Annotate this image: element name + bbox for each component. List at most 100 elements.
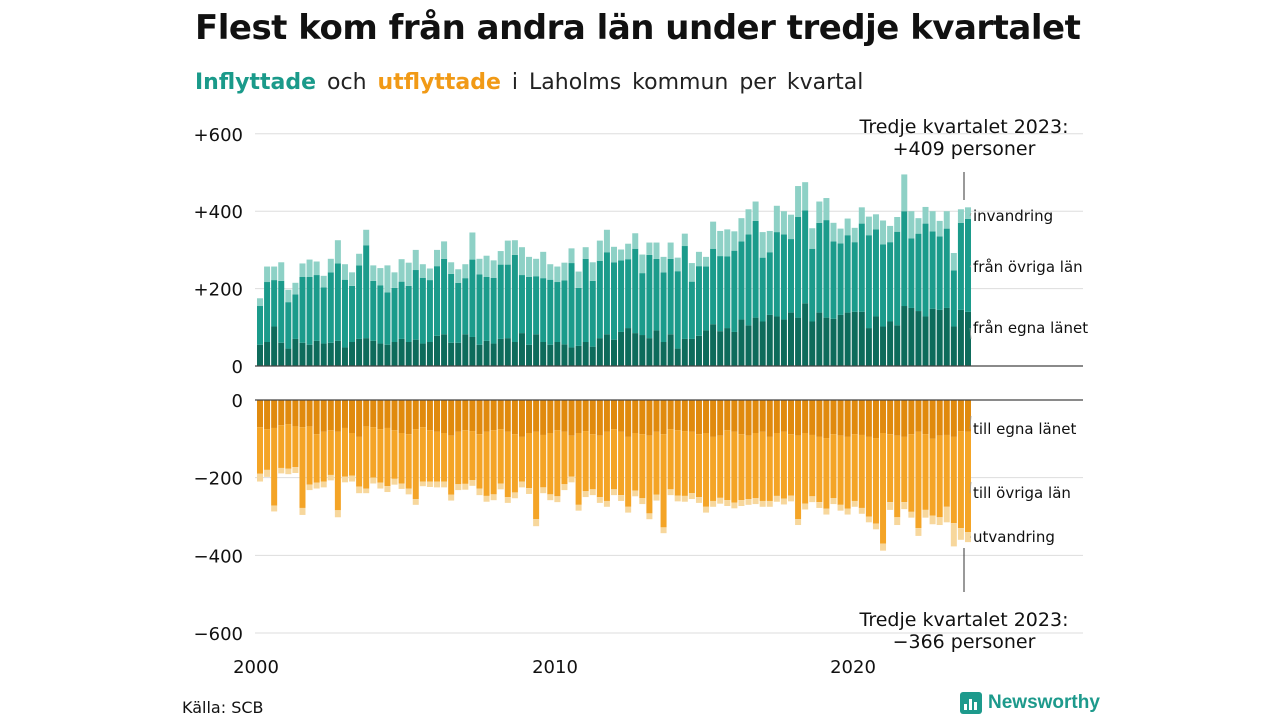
bar-från-övriga-län <box>717 256 724 332</box>
bar-till-övriga-län <box>412 429 419 500</box>
newsworthy-logo: Newsworthy <box>960 692 1100 714</box>
bar-till-övriga-län <box>865 436 872 517</box>
bar-invandring <box>497 251 504 265</box>
bar-från-egna-länet <box>349 342 356 366</box>
bar-från-övriga-län <box>752 220 759 318</box>
bar-från-övriga-län <box>533 276 540 335</box>
bar-utvandring <box>596 497 603 503</box>
bar-till-egna-länet <box>957 400 964 432</box>
bar-invandring <box>412 249 419 271</box>
bar-invandring <box>816 201 823 223</box>
bar-utvandring <box>646 513 653 520</box>
bar-till-övriga-län <box>554 430 561 497</box>
bar-från-övriga-län <box>780 234 787 320</box>
bar-invandring <box>490 260 497 278</box>
bar-utvandring <box>780 498 787 505</box>
bar-från-egna-länet <box>773 316 780 366</box>
bar-till-övriga-län <box>278 425 285 468</box>
bar-utvandring <box>759 500 766 507</box>
bar-till-egna-länet <box>872 400 879 439</box>
bar-till-övriga-län <box>618 431 625 496</box>
bar-från-egna-länet <box>830 318 837 366</box>
subtitle-och: och <box>327 70 367 95</box>
bar-från-egna-länet <box>575 345 582 366</box>
bar-från-övriga-län <box>936 236 943 310</box>
bar-till-övriga-län <box>341 427 348 477</box>
bar-invandring <box>363 229 370 246</box>
bar-från-övriga-län <box>547 279 554 345</box>
series-label: från egna länet <box>973 319 1088 337</box>
bar-utvandring <box>823 508 830 515</box>
bar-till-egna-länet <box>462 400 469 431</box>
bar-från-övriga-län <box>788 239 794 313</box>
bar-invandring <box>257 298 263 307</box>
bar-invandring <box>894 217 901 232</box>
series-label: utvandring <box>973 528 1055 546</box>
bar-från-övriga-län <box>865 235 872 329</box>
bar-till-övriga-län <box>717 435 724 498</box>
bar-invandring <box>455 269 462 283</box>
bar-utvandring <box>738 500 745 507</box>
subtitle-utflyttade: utflyttade <box>377 70 501 95</box>
bar-från-övriga-län <box>738 241 745 320</box>
bar-från-egna-länet <box>582 342 589 366</box>
y-tick-label: 0 <box>232 357 243 378</box>
bar-från-egna-länet <box>618 331 625 366</box>
bar-till-övriga-län <box>526 433 533 489</box>
bar-chart-icon <box>960 692 982 714</box>
bar-invandring <box>568 248 575 264</box>
bar-utvandring <box>681 495 688 502</box>
bar-från-övriga-län <box>724 256 731 329</box>
bar-invandring <box>476 258 483 275</box>
bar-invandring <box>589 262 596 281</box>
bar-till-övriga-län <box>759 431 766 501</box>
bar-till-egna-länet <box>455 400 462 432</box>
bar-till-övriga-län <box>929 438 936 516</box>
bar-utvandring <box>872 523 879 530</box>
bar-från-egna-länet <box>858 311 865 366</box>
bar-till-övriga-län <box>837 435 844 505</box>
bar-till-egna-länet <box>809 400 816 435</box>
bar-till-övriga-län <box>299 427 306 508</box>
bar-från-egna-länet <box>526 344 533 366</box>
bar-invandring <box>766 230 773 253</box>
bar-från-övriga-län <box>823 220 830 318</box>
bottom-annotation-value: −366 personer <box>893 631 1036 653</box>
bar-utvandring <box>667 489 674 496</box>
bar-från-egna-länet <box>759 321 766 366</box>
bar-invandring <box>695 251 702 267</box>
bar-från-övriga-län <box>710 248 717 325</box>
bar-utvandring <box>476 488 483 496</box>
bar-till-övriga-län <box>830 434 837 499</box>
bar-invandring <box>504 240 511 265</box>
bar-utvandring <box>575 504 582 511</box>
y-tick-label: +200 <box>194 280 243 301</box>
bar-till-övriga-län <box>589 434 596 490</box>
bar-från-övriga-län <box>356 265 363 339</box>
bar-från-övriga-län <box>880 244 887 327</box>
bar-till-övriga-län <box>264 429 271 470</box>
bar-till-egna-länet <box>759 400 766 432</box>
label-leader <box>969 327 972 339</box>
bar-från-egna-länet <box>554 342 561 366</box>
bar-till-egna-länet <box>264 400 271 430</box>
bar-till-övriga-län <box>780 431 787 499</box>
bar-från-övriga-län <box>554 282 561 343</box>
bar-utvandring <box>370 477 377 484</box>
bar-utvandring <box>540 487 547 494</box>
bar-från-övriga-län <box>795 217 802 318</box>
bar-till-övriga-län <box>653 431 660 495</box>
bar-från-övriga-län <box>731 250 738 332</box>
source-note: Källa: SCB <box>182 698 264 717</box>
bar-utvandring <box>943 506 950 523</box>
bar-till-övriga-län <box>455 431 462 485</box>
bar-till-egna-länet <box>540 400 547 435</box>
bar-från-övriga-län <box>575 287 582 346</box>
bar-från-övriga-län <box>419 277 426 344</box>
bar-från-egna-länet <box>377 343 384 366</box>
bar-utvandring <box>384 486 391 493</box>
bar-utvandring <box>844 508 851 515</box>
bar-invandring <box>710 221 717 249</box>
bar-från-egna-länet <box>795 317 802 366</box>
bar-till-egna-länet <box>880 400 887 434</box>
